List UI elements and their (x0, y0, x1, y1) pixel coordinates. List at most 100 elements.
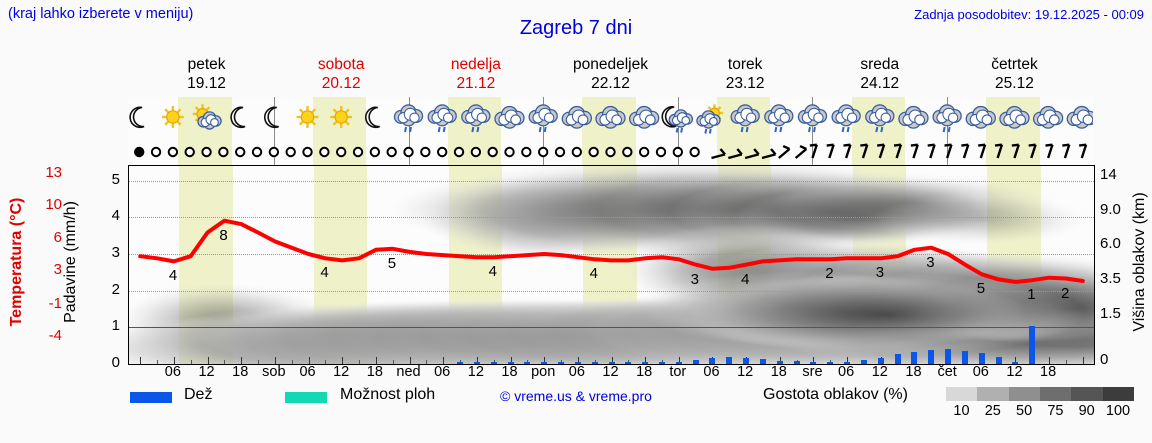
x-tick (308, 357, 310, 364)
precipitation-bar (642, 362, 649, 364)
weather-icon-cloud (595, 105, 626, 129)
day-separator (543, 97, 545, 165)
x-axis-label: 12 (871, 364, 888, 380)
x-axis-label: 12 (737, 364, 754, 380)
weather-icon-moon (230, 106, 246, 129)
cloud-density-step (1039, 387, 1072, 401)
day-name: nedelja (450, 56, 501, 73)
weather-icon-sun (330, 106, 353, 128)
precipitation-bar (894, 354, 901, 364)
day-name: petek (187, 56, 226, 73)
x-tick (544, 357, 546, 364)
last-updated: Zadnja posodobitev: 19.12.2025 - 00:09 (914, 7, 1144, 22)
x-tick (258, 360, 260, 364)
weather-icon-cloud-rain (461, 104, 491, 133)
copyright-text: © vreme.us & vreme.pro (500, 388, 652, 404)
temperature-point-label: 3 (926, 253, 935, 271)
precipitation-bar (490, 362, 497, 364)
weather-icon-sun (296, 106, 319, 128)
day-name: ponedeljek (573, 56, 648, 73)
cloud-density-step (1102, 387, 1134, 401)
cloud-density-scale-value: 75 (1047, 403, 1064, 419)
day-header-6: četrtek 25.12 (947, 55, 1082, 93)
precipitation-bar (911, 351, 918, 364)
temperature-tick: 13 (45, 163, 62, 181)
x-axis-label: pon (531, 364, 556, 380)
precipitation-bar (776, 360, 783, 364)
precipitation-bar (759, 359, 766, 364)
temperature-point-label: 4 (589, 265, 598, 283)
cloud-density-legend-label: Gostota oblakov (%) (763, 386, 908, 403)
temperature-point-label: 3 (690, 270, 699, 288)
chart-legend: Dež Možnost ploh © vreme.us & vreme.pro … (0, 386, 1152, 426)
temperature-curve (138, 218, 1085, 284)
weather-icon-band (128, 97, 1093, 165)
day-header-1: sobota 20.12 (274, 55, 409, 93)
day-date: 25.12 (995, 75, 1034, 92)
temperature-point-label: 2 (825, 265, 834, 283)
x-tick (325, 360, 327, 364)
day-separator (273, 97, 275, 165)
grid-line-1 (129, 327, 1094, 329)
temperature-point-label: 4 (168, 267, 178, 285)
rain-legend-label: Dež (184, 386, 213, 403)
weather-icon-cloud-rain (528, 104, 558, 133)
precipitation-bar (558, 362, 564, 364)
x-tick (443, 357, 445, 364)
cloudheight-tick: 9.0 (1100, 200, 1121, 218)
temperature-tick: 3 (53, 260, 62, 278)
x-axis-label: tor (669, 364, 687, 380)
temperature-point-label: 5 (387, 254, 397, 272)
cloudheight-axis-title: Višina oblakov (km) (1128, 165, 1152, 363)
day-separator (677, 97, 679, 165)
day-separator (812, 97, 814, 165)
weather-icon-sun-cloud-rain (696, 104, 724, 134)
cloud-density-scale-value: 90 (1078, 403, 1095, 419)
cloud-density-scale-value: 50 (1016, 403, 1033, 419)
weather-icon-cloud (561, 105, 593, 129)
temperature-point-label: 5 (976, 280, 986, 298)
x-tick (241, 357, 243, 364)
temperature-axis-label: Temperatura (°C) (8, 197, 25, 327)
precipitation-bar (928, 350, 935, 364)
x-tick (1049, 357, 1051, 364)
x-axis-label: 06 (838, 364, 855, 380)
temperature-tick: -1 (48, 294, 62, 312)
precipitation-bar (877, 357, 884, 364)
x-tick (207, 357, 209, 364)
temperature-tick: 6 (53, 229, 62, 247)
x-axis-label: 18 (1040, 364, 1057, 380)
precipitation-bar (844, 361, 851, 364)
weather-icon-cloud (628, 105, 660, 129)
x-tick (510, 357, 512, 364)
precipitation-bar (793, 361, 800, 364)
temperature-point-label: 8 (219, 226, 228, 244)
day-separator (408, 97, 410, 165)
x-axis-label: 06 (299, 364, 316, 380)
cloud-density-step (1008, 387, 1040, 401)
x-axis-label: 18 (636, 364, 653, 380)
showers-legend-label: Možnost ploh (340, 386, 436, 403)
temperature-tick: -4 (48, 327, 62, 345)
x-axis-label: 12 (602, 364, 619, 380)
day-name: sobota (317, 56, 365, 73)
x-axis-label: čet (937, 364, 957, 380)
cloud-density-blob (688, 273, 1084, 356)
weather-icon-cloud-rain (831, 104, 861, 133)
precipitation-axis-label: Padavine (mm/h) (62, 201, 79, 323)
weather-icon-sun (161, 106, 184, 128)
x-tick (813, 357, 815, 364)
temperature-point-label: 4 (488, 263, 498, 281)
weather-icon-moon (129, 106, 145, 129)
precipitation-bar (827, 362, 834, 364)
location-hint: (kraj lahko izberete v meniju) (8, 6, 194, 22)
temperature-point-label: 4 (320, 264, 329, 282)
x-tick (779, 357, 781, 364)
x-axis-label: 18 (770, 364, 787, 380)
weather-icon-cloud (898, 105, 929, 129)
precipitation-tick: 1 (111, 317, 120, 335)
x-tick (847, 357, 849, 364)
x-tick (426, 360, 428, 364)
cloud-density-scale-value: 25 (984, 403, 1001, 419)
precipitation-bar (1012, 362, 1019, 364)
